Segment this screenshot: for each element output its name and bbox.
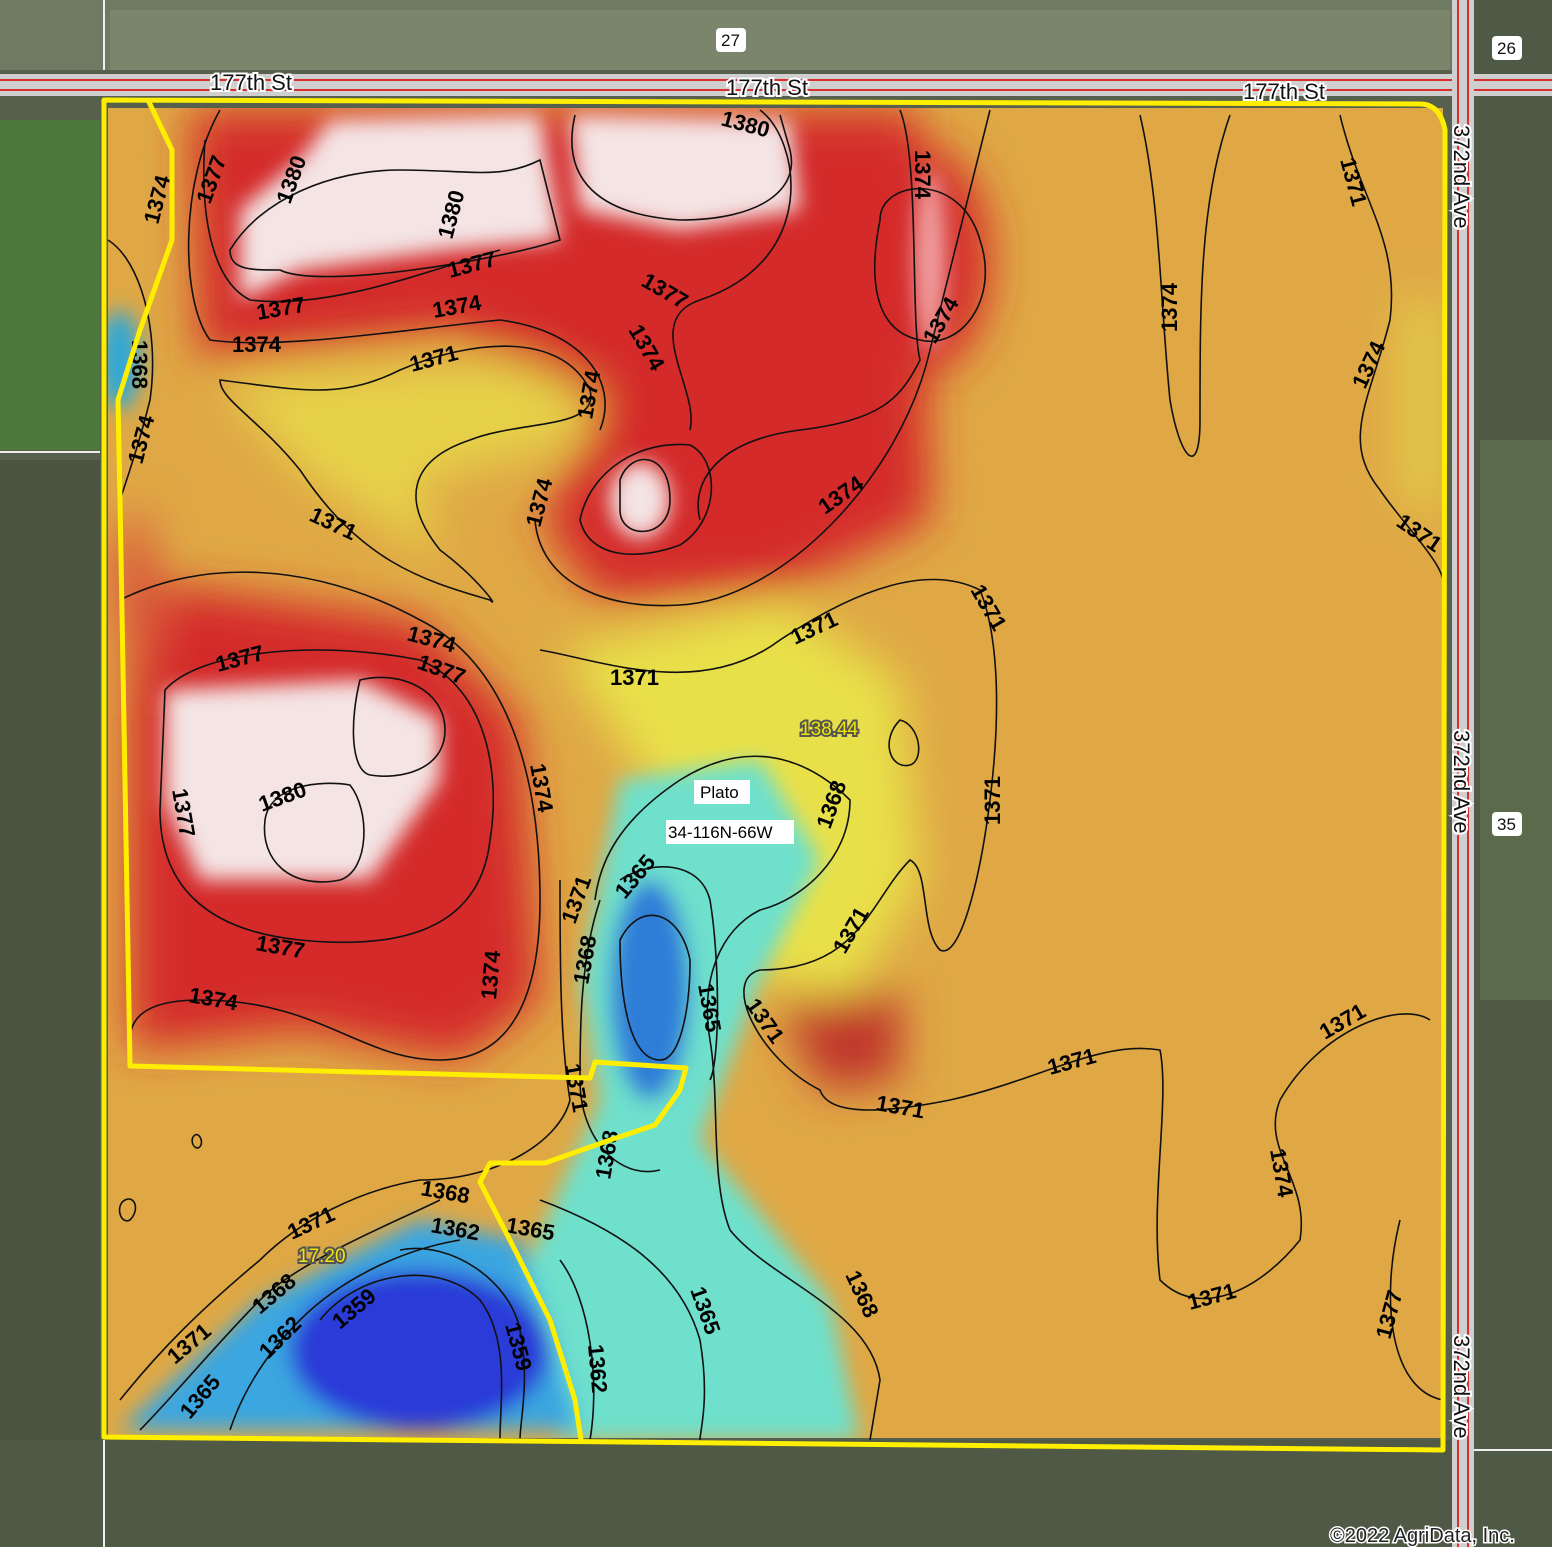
contour-label: 1362 [583,1343,612,1394]
elevation-heatmap [108,108,1443,1438]
township-label-box [694,780,750,804]
contour-label: 1371 [610,665,659,690]
road-label-372nd-ave-bottom: 372nd Ave [1449,1335,1474,1439]
section-26-box [1492,36,1522,60]
acreage-badge-main: 138.44 [800,719,859,740]
contour-label: 1374 [232,332,282,357]
field-boundary [101,97,1448,1453]
contour-label: 1374 [476,949,505,1001]
section-number-27: 27 [721,31,740,50]
road-label-177th-st-left: 177th St [210,70,292,95]
township-label: Plato [700,783,739,802]
section-numbers: 27 26 35 [716,28,1522,836]
plss-label: 34-116N-66W [668,823,773,842]
copyright-notice: ©2022 AgriData, Inc. [1330,1525,1515,1547]
section-27-box [716,28,746,52]
plss-label-box [666,820,794,844]
contour-lines [107,109,1444,1441]
section-number-35: 35 [1497,815,1516,834]
contour-label: 1374 [1157,282,1182,332]
plss-labels: Plato 34-116N-66W [666,780,794,844]
road-label-372nd-ave-top: 372nd Ave [1449,125,1474,229]
section-number-26: 26 [1497,39,1516,58]
road-label-177th-st-right: 177th St [1243,79,1325,104]
contour-label: 1374 [910,150,935,200]
acreage-badge-minor: 17.20 [298,1246,346,1267]
contour-label: 1371 [980,776,1005,825]
acreage-badges: 138.44 17.20 [296,717,861,1269]
road-labels: 177th St 177th St 177th St 372nd Ave 372… [208,68,1476,1441]
road-label-177th-st-center: 177th St [726,75,808,100]
road-label-372nd-ave-middle: 372nd Ave [1449,730,1474,834]
section-35-box [1492,812,1522,836]
